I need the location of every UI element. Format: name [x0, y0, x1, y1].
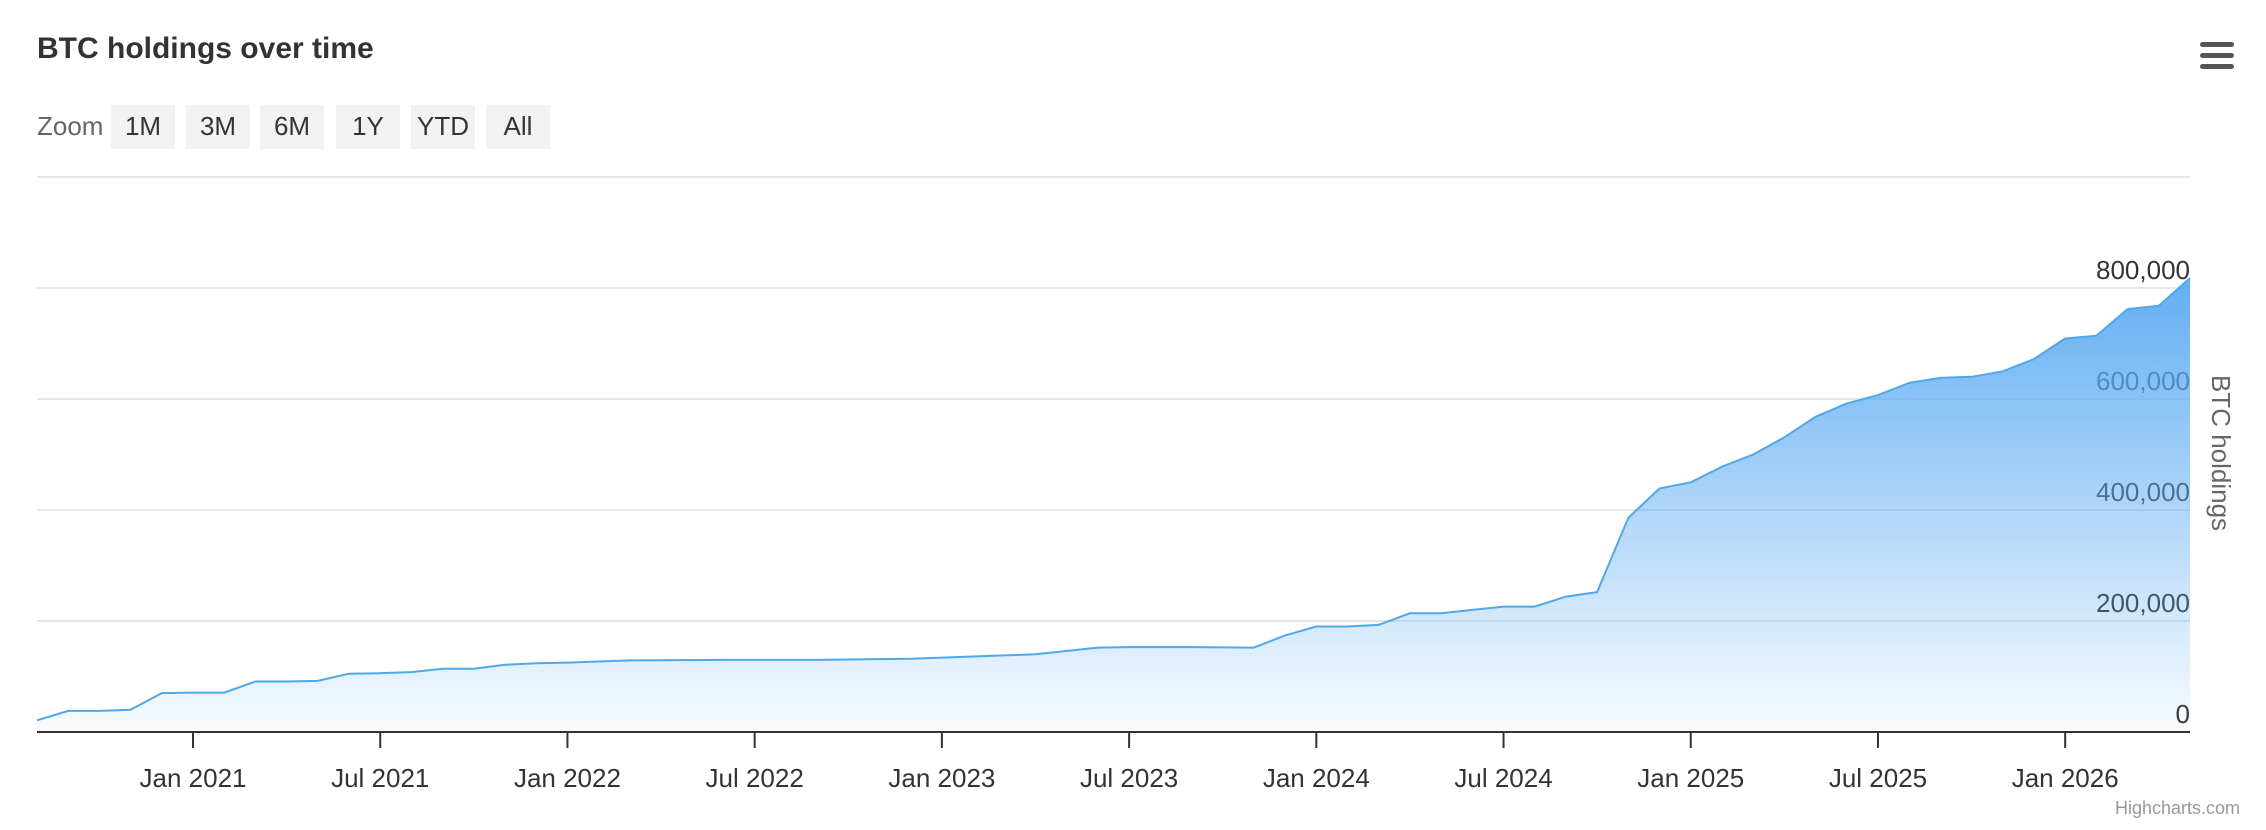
- y-tick-label: 800,000: [2096, 255, 2190, 285]
- zoom-button-label[interactable]: 3M: [200, 111, 236, 141]
- zoom-button-label[interactable]: 1M: [125, 111, 161, 141]
- credits[interactable]: Highcharts.com: [2115, 798, 2240, 818]
- chart-title: BTC holdings over time: [37, 32, 374, 65]
- x-tick-label: Jan 2022: [514, 763, 621, 793]
- y-axis-title: BTC holdings: [2206, 375, 2236, 531]
- zoom-button-label[interactable]: All: [504, 111, 533, 141]
- x-tick-label: Jan 2023: [888, 763, 995, 793]
- zoom-button-label[interactable]: 6M: [274, 111, 310, 141]
- x-tick-label: Jul 2023: [1080, 763, 1178, 793]
- menu-button[interactable]: [2200, 42, 2234, 69]
- zoom-button[interactable]: [260, 105, 324, 149]
- zoom-button[interactable]: [111, 105, 175, 149]
- zoom-button-label[interactable]: YTD: [417, 111, 469, 141]
- zoom-button-label[interactable]: 1Y: [352, 111, 384, 141]
- zoom-button[interactable]: [486, 105, 550, 149]
- zoom-label: Zoom: [37, 111, 103, 141]
- x-tick-label: Jul 2025: [1829, 763, 1927, 793]
- zoom-button[interactable]: [411, 105, 475, 149]
- zoom-button[interactable]: [336, 105, 400, 149]
- x-tick-label: Jan 2024: [1263, 763, 1370, 793]
- area-fill: [37, 278, 2190, 732]
- area-line: [36, 277, 2191, 722]
- x-tick-label: Jan 2025: [1637, 763, 1744, 793]
- x-tick-label: Jan 2026: [2012, 763, 2119, 793]
- zoom-button[interactable]: [186, 105, 250, 149]
- x-tick-label: Jul 2022: [706, 763, 804, 793]
- x-tick-label: Jul 2021: [331, 763, 429, 793]
- x-tick-label: Jul 2024: [1454, 763, 1552, 793]
- x-tick-label: Jan 2021: [140, 763, 247, 793]
